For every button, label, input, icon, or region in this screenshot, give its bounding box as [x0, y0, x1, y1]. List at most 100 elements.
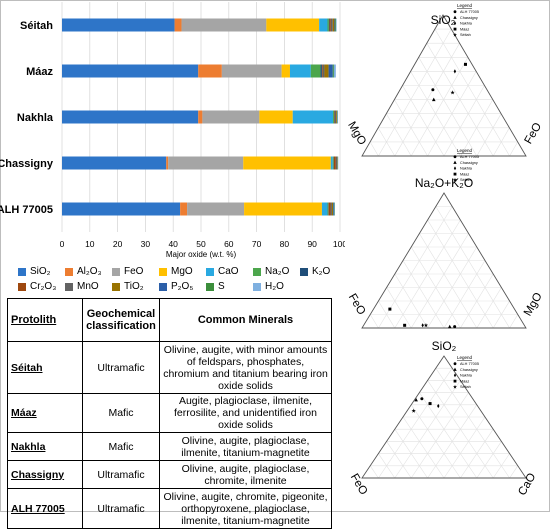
bar-segment-feo: [182, 19, 267, 32]
bar-segment-h2o: [334, 203, 335, 216]
bar-segment-h2o: [336, 19, 337, 32]
data-point-diamond: [454, 166, 456, 170]
ternary-grid-line: [436, 368, 510, 478]
ternary-grid-line: [477, 288, 502, 329]
cell-minerals: Olivine, augite, plagioclase, chromite, …: [160, 461, 332, 489]
cell-classification: Mafic: [83, 394, 160, 433]
minerals-table: Protolith Geochemical classification Com…: [7, 298, 332, 529]
legend-item: S: [206, 279, 253, 294]
ternary-grid-line: [435, 29, 510, 156]
bar-segment-feo: [168, 157, 243, 170]
x-tick-label: 80: [280, 239, 290, 249]
bar-segment-feo: [222, 65, 282, 78]
legend-item: Cr₂O₃: [18, 279, 65, 294]
legend-swatch: [253, 283, 261, 291]
bar-segment-na2o: [327, 203, 328, 216]
ternary-grid-line: [403, 417, 444, 478]
legend-label: SiO₂: [30, 264, 51, 279]
ternary-grid-line: [370, 142, 378, 156]
bar-segment-na2o: [327, 19, 328, 32]
ternary-grid-line: [436, 207, 510, 329]
ternary-legend-label: Nakhla: [460, 374, 473, 378]
header-classification: Geochemical classification: [83, 299, 160, 342]
x-axis-label: Major oxide (w.t. %): [166, 250, 237, 259]
legend-label: H₂O: [265, 279, 284, 294]
legend-item: P₂O₅: [159, 279, 206, 294]
x-tick-label: 60: [224, 239, 234, 249]
bar-segment-mno: [335, 111, 336, 124]
bar-segment-al2o3: [166, 157, 168, 170]
data-point-circle: [454, 155, 457, 158]
ternary-grid-line: [403, 86, 445, 157]
data-point-square: [429, 402, 432, 405]
legend-label: TiO₂: [124, 279, 144, 294]
legend-label: MgO: [171, 264, 193, 279]
data-point-triangle: [453, 368, 456, 371]
bar-segment-mno: [331, 203, 332, 216]
table-header-row: Protolith Geochemical classification Com…: [8, 299, 332, 342]
legend-swatch: [112, 268, 120, 276]
ternary-grid-line: [444, 261, 485, 329]
legend-item: SiO₂: [18, 264, 65, 279]
legend-item: MgO: [159, 264, 206, 279]
category-label: Nakhla: [17, 112, 54, 124]
ternary-right-label: FeO: [523, 121, 545, 146]
bar-segment-feo: [202, 111, 259, 124]
legend-label: Na₂O: [265, 264, 289, 279]
legend-label: S: [218, 279, 225, 294]
ternary-grid-line: [510, 466, 518, 478]
ternary-grid-line: [419, 57, 477, 156]
bar-segment-s: [335, 19, 336, 32]
ternary-grid-line: [411, 57, 468, 156]
ternary-legend-label: Máaz: [460, 172, 469, 176]
data-point-circle: [420, 397, 423, 400]
bar-segment-p2o5: [329, 65, 333, 78]
x-tick-label: 70: [252, 239, 262, 249]
bar-segment-mno: [331, 19, 333, 32]
bar-segment-na2o: [311, 65, 321, 78]
ternary-legend-label: Nakhla: [460, 167, 473, 171]
bar-segment-sio2: [62, 203, 180, 216]
legend-item: Na₂O: [253, 264, 300, 279]
data-point-star: [424, 323, 428, 327]
ternary-grid-line: [411, 234, 468, 329]
x-tick-label: 90: [307, 239, 317, 249]
data-point-star: [450, 90, 454, 94]
legend-swatch: [18, 283, 26, 291]
ternary-grid-line: [411, 393, 468, 478]
category-label: ALH 77005: [0, 204, 53, 216]
legend-label: CaO: [218, 264, 239, 279]
ternary-legend-label: Máaz: [460, 379, 469, 383]
ternary-legend-title: Legend: [457, 148, 473, 153]
data-point-circle: [453, 325, 456, 328]
ternary-top-label: SiO₂: [432, 339, 457, 353]
ternary-legend-label: Séitah: [460, 385, 471, 389]
ternary-legend-label: Chassigny: [460, 16, 478, 20]
data-point-diamond: [421, 323, 423, 327]
ternary-grid-line: [444, 417, 485, 478]
ternary-legend-label: Séitah: [460, 33, 471, 37]
legend-swatch: [159, 268, 167, 276]
ternary-grid-line: [477, 441, 502, 478]
ternary-legend-label: Nakhla: [460, 22, 473, 26]
bar-segment-k2o: [321, 65, 322, 78]
data-point-diamond: [454, 69, 456, 73]
legend-item: Al₂O₃: [65, 264, 112, 279]
bar-segment-cr2o3: [322, 65, 323, 78]
legend-label: FeO: [124, 264, 143, 279]
table-row: Chassigny Ultramafic Olivine, augite, pl…: [8, 461, 332, 489]
legend-swatch: [65, 283, 73, 291]
table-row: Máaz Mafic Augite, plagioclase, ilmenite…: [8, 394, 332, 433]
data-point-triangle: [448, 325, 452, 328]
category-label: Chassigny: [0, 158, 54, 170]
cell-classification: Ultramafic: [83, 342, 160, 394]
bar-segment-mgo: [259, 111, 292, 124]
category-label: Séitah: [20, 20, 53, 32]
ternary-left-label: FeO: [346, 292, 368, 317]
data-point-square: [464, 63, 467, 66]
